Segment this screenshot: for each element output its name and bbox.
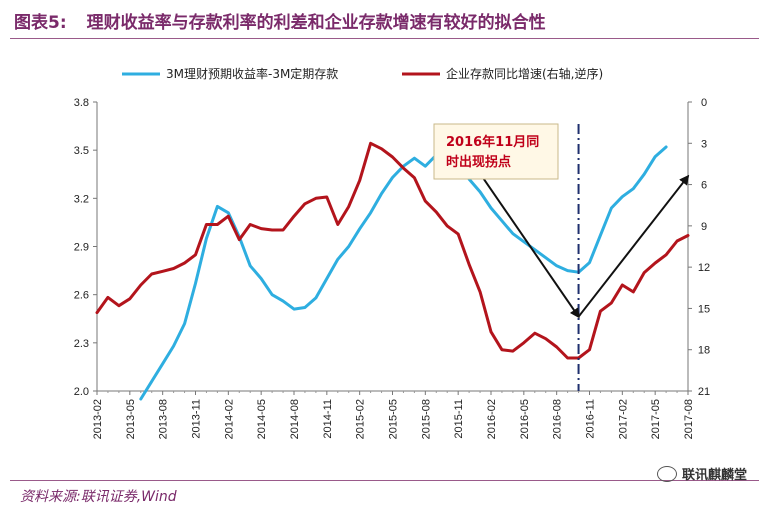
left-tick-label: 2.3 — [74, 338, 89, 350]
annotation-line-2: 时出现拐点 — [446, 154, 511, 170]
left-tick-label: 3.5 — [74, 145, 89, 157]
annotation-line-1: 2016年11月同 — [446, 134, 539, 150]
right-tick-label: 9 — [701, 221, 707, 233]
x-tick-label: 2014-08 — [289, 399, 301, 439]
series-line-spread — [139, 145, 668, 401]
x-tick-label: 2015-02 — [355, 399, 367, 439]
chart-title: 图表5: 理财收益率与存款利率的利差和企业存款增速有较好的拟合性 — [14, 8, 546, 33]
left-tick-label: 2.6 — [74, 290, 89, 302]
x-tick-label: 2017-02 — [617, 399, 629, 439]
x-tick-label: 2013-02 — [92, 399, 104, 439]
right-tick-label: 6 — [701, 180, 707, 192]
axes: 2.0 2.3 2.6 2.9 3.2 3.5 3.8 0 3 6 9 12 15 18 21 2013-02… — [74, 97, 710, 439]
trend-arrow-down — [479, 172, 580, 319]
x-tick-label: 2016-11 — [585, 399, 597, 439]
annotation-box — [433, 123, 559, 180]
figure-number: 图表5: — [14, 13, 67, 33]
right-tick-label: 18 — [698, 345, 710, 357]
right-tick-label: 12 — [698, 262, 710, 274]
x-tick-label: 2015-05 — [388, 399, 400, 439]
x-tick-label: 2014-02 — [223, 399, 235, 439]
legend-label-spread: 3M理财预期收益率-3M定期存款 — [166, 66, 338, 81]
right-tick-label: 0 — [701, 97, 707, 109]
x-tick-label: 2017-08 — [683, 399, 695, 439]
figure-title: 理财收益率与存款利率的利差和企业存款增速有较好的拟合性 — [86, 13, 546, 33]
x-tick-label: 2015-11 — [453, 399, 465, 439]
x-tick-label: 2016-02 — [486, 399, 498, 439]
watermark: 联讯麒麟堂 — [656, 464, 747, 483]
left-tick-label: 2.9 — [74, 242, 89, 254]
right-tick-label: 15 — [698, 303, 710, 315]
x-tick-label: 2013-05 — [125, 399, 137, 439]
x-tick-label: 2014-05 — [256, 399, 268, 439]
x-tick-label: 2016-05 — [519, 399, 531, 439]
series-line-deposit — [95, 141, 690, 360]
left-tick-label: 3.2 — [74, 193, 89, 205]
right-tick-label: 3 — [701, 138, 707, 150]
x-tick-label: 2017-05 — [650, 399, 662, 439]
x-tick-label: 2013-11 — [191, 399, 203, 439]
series-group — [95, 124, 690, 401]
footer-divider — [10, 480, 759, 481]
x-tick-label: 2013-08 — [158, 399, 170, 439]
left-tick-label: 3.8 — [74, 97, 89, 109]
x-tick-label: 2015-08 — [420, 399, 432, 439]
x-tick-label: 2014-11 — [322, 399, 334, 439]
watermark-text: 联讯麒麟堂 — [681, 468, 747, 483]
trend-arrow-up — [577, 174, 690, 318]
right-tick-label: 21 — [698, 386, 710, 398]
annotation: 2016年11月同 时出现拐点 — [433, 123, 559, 180]
legend-label-deposit: 企业存款同比增速(右轴,逆序) — [446, 66, 603, 81]
x-tick-label: 2016-08 — [552, 399, 564, 439]
wechat-icon — [656, 465, 677, 482]
left-tick-label: 2.0 — [74, 386, 89, 398]
source-note: 资料来源:联讯证券,Wind — [20, 489, 177, 505]
title-divider — [10, 38, 759, 39]
legend: 3M理财预期收益率-3M定期存款 企业存款同比增速(右轴,逆序) — [122, 66, 603, 81]
